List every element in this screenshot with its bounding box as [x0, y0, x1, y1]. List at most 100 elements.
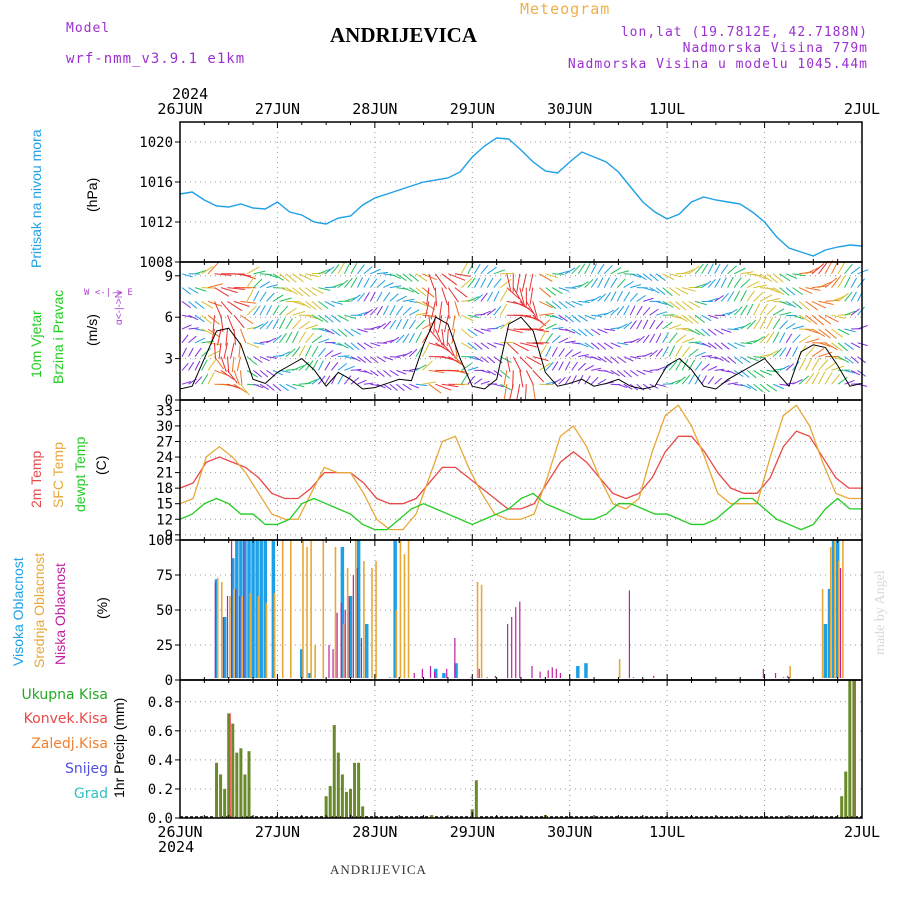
wind-arrow — [350, 262, 358, 275]
wind-arrow — [681, 301, 694, 311]
wind-arrow — [461, 299, 475, 302]
wind-arrow — [298, 287, 310, 297]
wind-arrow — [707, 342, 717, 350]
wind-arrow — [805, 357, 813, 371]
wind-arrow — [201, 373, 209, 385]
y-tick-label: 0 — [165, 393, 173, 409]
wind-arrow — [503, 384, 508, 400]
wind-arrow — [467, 314, 480, 319]
wind-arrow — [344, 297, 357, 302]
wind-arrow — [805, 314, 818, 325]
wind-arrow — [480, 277, 487, 288]
pressure-line — [179, 137, 863, 257]
wind-arrow — [720, 264, 729, 275]
wind-arrow — [503, 370, 508, 386]
wind-arrow — [759, 303, 769, 316]
precip-total-bar — [340, 774, 344, 818]
cloud-high-bar — [340, 547, 345, 678]
wind-arrow — [714, 356, 724, 362]
wind-arrow — [805, 328, 820, 334]
wind-arrow — [376, 342, 388, 344]
wind-arrow — [604, 369, 614, 375]
wind-arrow — [402, 273, 413, 282]
wind-arrow — [528, 273, 534, 292]
cloud-high-bar — [300, 649, 304, 678]
wind-compass-we: W <-|-> E — [84, 288, 133, 298]
wind-arrow — [831, 295, 845, 302]
cloud-low-bar — [239, 596, 241, 678]
wind-arrow — [772, 273, 784, 283]
cloud-high-bar — [251, 540, 255, 678]
wind-arrow — [227, 300, 243, 312]
wind-arrow — [370, 383, 380, 387]
wind-arrow — [662, 287, 673, 297]
wind-arrow — [779, 300, 792, 307]
precip-total-bar — [844, 771, 848, 818]
wind-arrow — [727, 265, 737, 275]
cloud-low-bar — [632, 677, 635, 678]
wind-arrow — [304, 345, 312, 357]
wind-arrow — [655, 348, 663, 357]
wind-arrow — [811, 357, 820, 371]
wind-arrow — [331, 264, 340, 275]
wind-arrow — [850, 369, 861, 376]
wind-arrow — [565, 340, 576, 344]
wind-arrow — [233, 370, 240, 385]
wind-arrow — [383, 339, 394, 344]
wind-label-2: Brzina i Pravac — [50, 289, 66, 384]
wind-arrow — [760, 287, 774, 290]
wind-arrow — [662, 321, 673, 330]
wind-arrow — [798, 301, 811, 311]
cloud-low-bar — [762, 668, 764, 678]
wind-arrow — [318, 338, 330, 344]
cloud-low-bar — [332, 649, 334, 678]
cloud-high-bar — [364, 624, 369, 678]
y-tick-label: 30 — [156, 419, 173, 435]
wind-arrow — [259, 291, 267, 302]
wind-arrow — [720, 356, 730, 363]
wind-arrow — [584, 278, 594, 288]
wind-arrow — [766, 287, 780, 294]
wind-arrow — [688, 265, 700, 275]
wind-arrow — [682, 287, 696, 292]
wind-arrow — [529, 287, 534, 305]
wind-arrow — [318, 268, 331, 275]
wind-arrow — [298, 273, 312, 281]
wind-arrow — [701, 363, 710, 371]
cloud-mid-bar — [342, 624, 345, 678]
wind-arrow — [402, 383, 412, 391]
wind-arrow — [623, 383, 633, 390]
wind-arrow — [597, 328, 608, 334]
wind-arrow — [493, 324, 505, 330]
pressure-label: Pritisak na nivou mora — [28, 129, 44, 268]
wind-arrow — [506, 328, 523, 334]
wind-arrow — [565, 287, 577, 289]
wind-arrow — [318, 347, 326, 357]
wind-arrow — [467, 366, 479, 371]
wind-arrow — [446, 328, 449, 347]
wind-arrow — [655, 333, 662, 344]
wind-arrow — [805, 338, 820, 344]
wind-arrow — [285, 383, 297, 390]
wind-arrow — [331, 342, 343, 346]
wind-arrow — [603, 265, 613, 275]
wind-arrow — [279, 317, 286, 330]
wind-arrow — [545, 333, 554, 344]
cloud-mid-bar — [476, 582, 479, 678]
wind-arrow — [831, 275, 841, 288]
precip-hail-legend: Grad — [73, 786, 108, 802]
cloud-low-bar — [519, 601, 521, 678]
cloud-mid-bar — [281, 540, 284, 678]
wind-arrow — [435, 342, 451, 353]
wind-arrow — [688, 348, 699, 357]
wind-arrow — [577, 263, 586, 275]
wind-arrow — [824, 361, 837, 371]
cloud-low-bar — [628, 590, 631, 678]
wind-arrow — [422, 300, 436, 310]
wind-arrow — [201, 314, 212, 324]
wind-arrow — [577, 362, 587, 371]
wind-arrow — [253, 278, 263, 288]
wind-arrow — [344, 365, 355, 371]
wind-arrow — [668, 379, 681, 385]
wind-arrow — [694, 361, 703, 371]
